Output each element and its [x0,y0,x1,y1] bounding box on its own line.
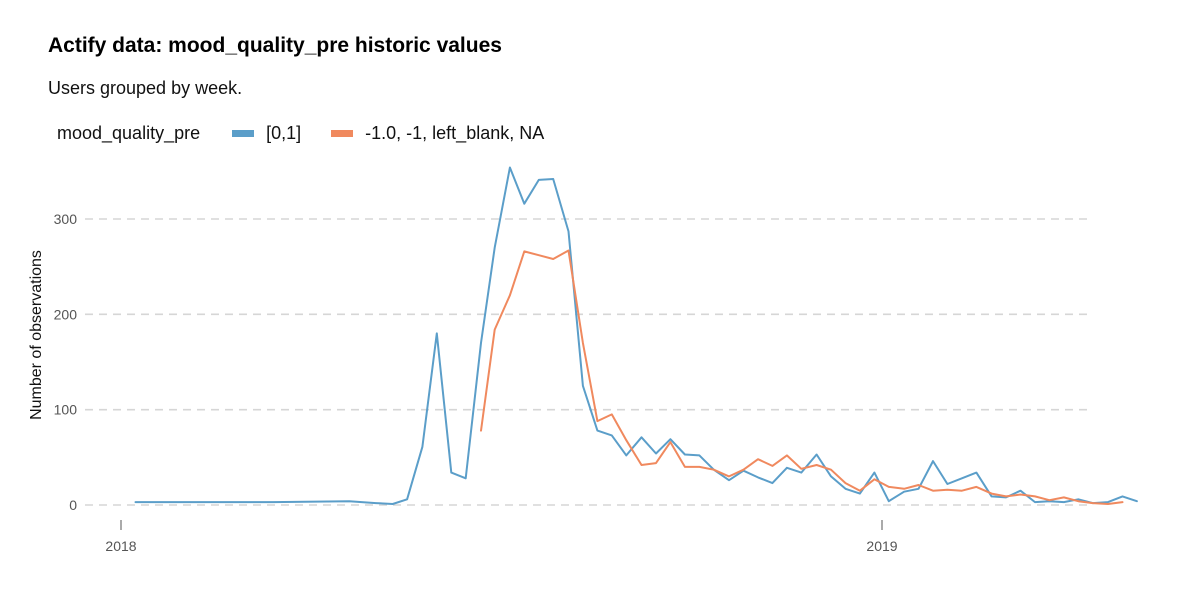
legend-item-series-1: [0,1] [232,123,301,144]
x-tick-label-2018: 2018 [105,538,136,554]
legend-item-series-2: -1.0, -1, left_blank, NA [331,123,544,144]
y-tick-label-200: 200 [54,306,78,322]
y-tick-label-100: 100 [54,402,78,418]
legend-label-series-1: [0,1] [266,122,302,143]
legend-title: mood_quality_pre [57,122,201,143]
y-tick-label-0: 0 [69,497,77,513]
legend-swatch-series-1 [232,129,255,137]
legend-swatch-series-2 [331,129,354,137]
chart-subtitle: Users grouped by week. [48,78,243,98]
y-tick-label-300: 300 [54,211,78,227]
x-tick-label-2019: 2019 [866,538,897,554]
series-line-1 [134,166,1138,505]
series-line-2 [480,249,1124,505]
chart-title: Actify data: mood_quality_pre historic v… [48,34,502,57]
legend: mood_quality_pre [0,1] -1.0, -1, left_bl… [57,121,574,145]
y-axis-label: Number of observations [28,250,45,420]
legend-label-series-2: -1.0, -1, left_blank, NA [365,122,545,143]
